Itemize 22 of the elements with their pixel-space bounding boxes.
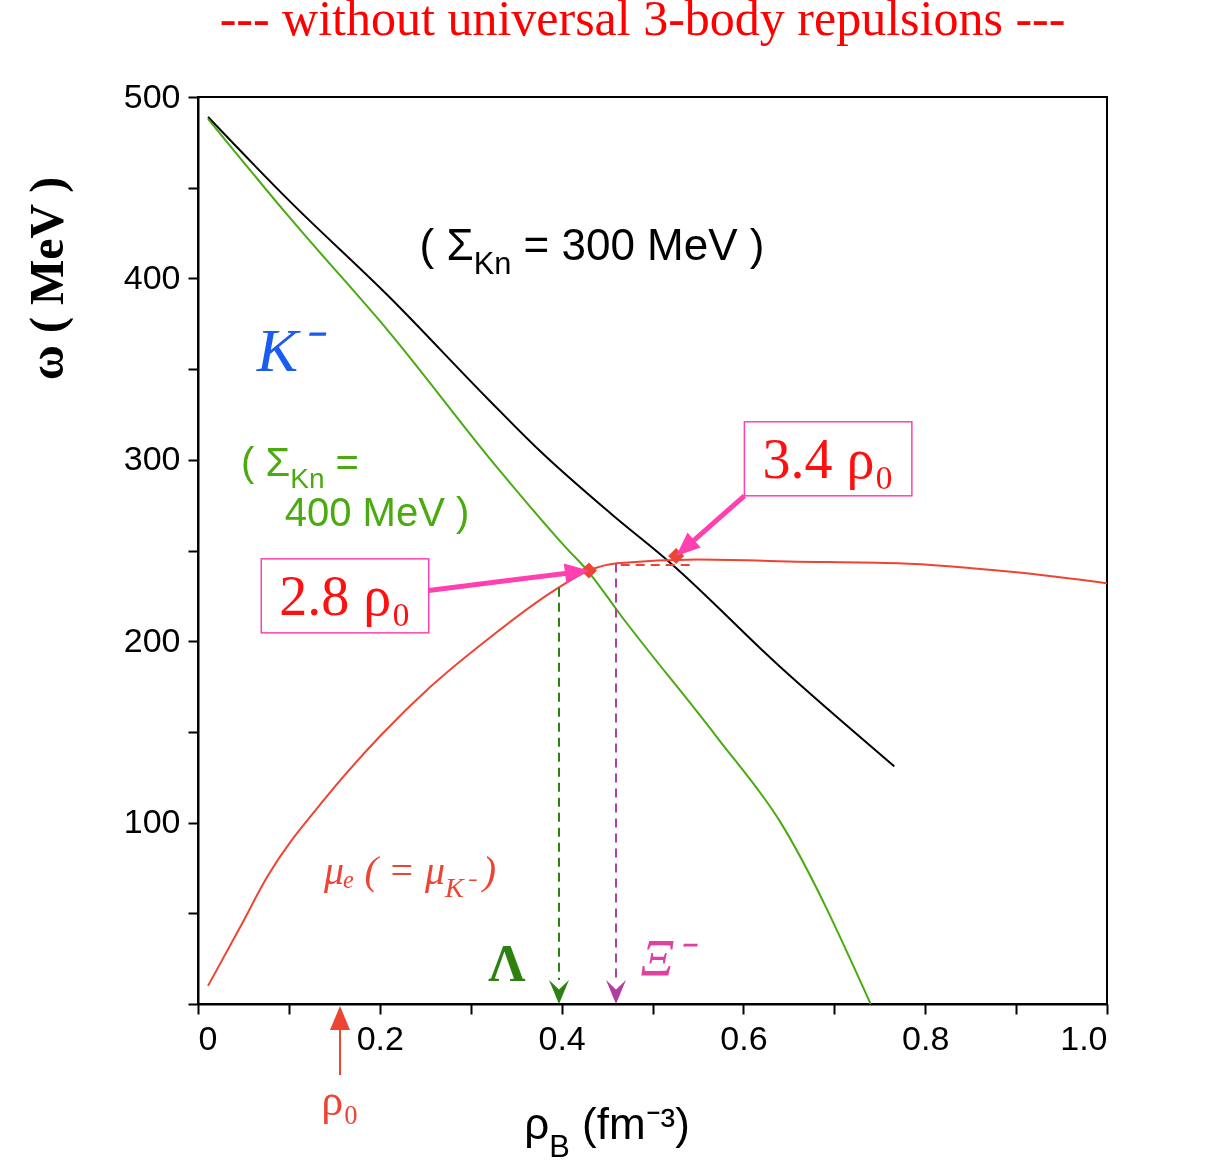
x-tick-label: 0.8 — [902, 1018, 950, 1057]
x-tick-label: 0.4 — [538, 1018, 586, 1057]
y-tick-label: 400 — [123, 257, 181, 296]
annotation: 2.8 ρ₀ — [279, 564, 411, 627]
annotation: ( Σ$_{Kn}$ = 300 MeV ) — [419, 219, 765, 281]
y-tick-label: 500 — [123, 76, 181, 115]
x-tick-label: 0.6 — [720, 1018, 768, 1057]
text: ρ₀ — [321, 1076, 359, 1126]
annotation: K⁻ — [255, 316, 328, 385]
annotation: Λ — [488, 934, 526, 992]
x-tick-label: 0.2 — [356, 1018, 404, 1057]
x-tick-label: 1.0 — [1060, 1018, 1108, 1057]
y-tick-label: 300 — [123, 439, 181, 478]
y-tick-label: 200 — [123, 620, 181, 659]
annotation: μₑ ( = μ$_{K⁻}$ ) — [323, 848, 496, 903]
x-axis-title: ρ$_{B}$ (fm⁻³) — [524, 1099, 690, 1162]
x-tick-label: 0 — [198, 1018, 218, 1057]
y-axis-title: ω ( MeV ) — [20, 176, 74, 381]
annotation: Ξ⁻ — [640, 929, 698, 987]
chart-title: --- without universal 3-body repulsions --- — [219, 0, 1066, 46]
y-tick-label: 100 — [123, 802, 181, 841]
annotation: 3.4 ρ₀ — [762, 427, 894, 490]
